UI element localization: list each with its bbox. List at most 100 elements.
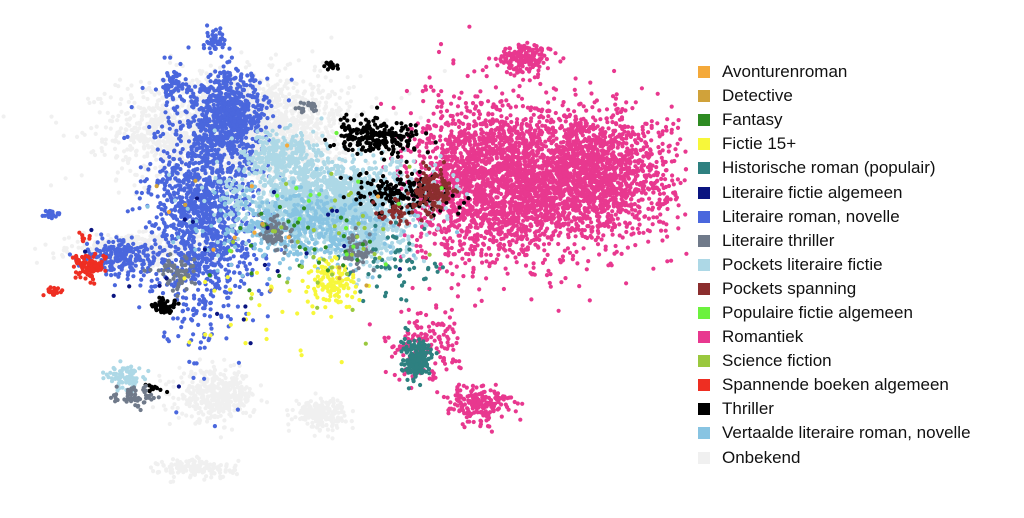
scatter-point	[624, 229, 629, 235]
scatter-point	[232, 467, 238, 473]
scatter-point	[234, 376, 239, 381]
scatter-point	[146, 113, 151, 118]
scatter-point	[337, 151, 342, 156]
scatter-point	[116, 84, 121, 89]
scatter-point	[184, 413, 189, 418]
scatter-point	[323, 75, 328, 80]
scatter-point	[613, 212, 618, 217]
scatter-point	[142, 146, 147, 151]
scatter-point	[289, 417, 294, 422]
scatter-point	[624, 100, 629, 105]
scatter-point	[61, 133, 66, 138]
scatter-point	[157, 240, 163, 245]
scatter-point	[279, 91, 284, 96]
scatter-point	[275, 117, 280, 122]
scatter-point	[330, 117, 335, 122]
scatter-point	[190, 380, 195, 385]
scatter-point	[158, 144, 163, 149]
scatter-point	[637, 230, 642, 235]
scatter-point	[336, 415, 341, 420]
scatter-point	[291, 85, 296, 90]
scatter-point	[198, 409, 204, 414]
scatter-point	[137, 229, 142, 234]
scatter-point	[314, 132, 319, 137]
scatter-point	[187, 384, 192, 389]
scatter-point	[211, 364, 216, 369]
scatter-point	[658, 212, 663, 217]
scatter-point	[654, 159, 659, 165]
scatter-point	[223, 380, 228, 385]
scatter-point	[101, 239, 106, 245]
scatter-point	[675, 125, 681, 130]
scatter-point	[243, 410, 249, 415]
scatter-point	[232, 371, 237, 376]
scatter-point	[649, 138, 654, 143]
scatter-point	[319, 140, 324, 146]
scatter-point	[682, 178, 687, 183]
scatter-point	[247, 386, 252, 392]
scatter-point	[208, 371, 213, 376]
scatter-point	[566, 107, 571, 112]
scatter-point	[110, 138, 115, 143]
scatter-point	[335, 398, 340, 403]
scatter-point	[317, 100, 322, 105]
scatter-point	[193, 406, 198, 412]
scatter-plot	[1, 23, 689, 485]
scatter-point	[229, 427, 235, 432]
scatter-point	[115, 170, 120, 175]
scatter-point	[201, 395, 206, 400]
scatter-point	[197, 420, 202, 425]
scatter-point	[152, 153, 157, 158]
scatter-point	[234, 393, 239, 398]
scatter-point	[223, 467, 228, 472]
scatter-point	[660, 141, 665, 146]
scatter-point	[168, 60, 173, 65]
scatter-point	[595, 228, 601, 233]
scatter-point	[345, 91, 350, 96]
scatter-point	[544, 118, 550, 123]
scatter-point	[51, 251, 56, 256]
scatter-point	[339, 406, 344, 411]
scatter-point	[180, 103, 185, 108]
scatter-point	[197, 417, 202, 422]
scatter-point	[133, 236, 138, 242]
scatter-point	[108, 126, 113, 131]
scatter-point	[87, 100, 92, 105]
scatter-point	[223, 396, 228, 401]
scatter-point	[589, 91, 594, 96]
scatter-point	[179, 375, 184, 380]
scatter-point	[300, 405, 305, 410]
scatter-point	[209, 475, 214, 480]
scatter-point	[102, 91, 107, 96]
scatter-point	[643, 179, 649, 184]
scatter-point	[302, 121, 308, 126]
scatter-point	[188, 475, 193, 480]
scatter-point	[171, 379, 176, 384]
scatter-point	[85, 96, 91, 101]
scatter-point	[637, 209, 642, 214]
scatter-point	[215, 406, 220, 411]
scatter-point	[612, 68, 617, 74]
scatter-point	[337, 95, 342, 100]
scatter-point	[141, 95, 146, 100]
scatter-point	[145, 143, 150, 148]
scatter-point	[330, 113, 336, 118]
scatter-point	[232, 362, 237, 368]
scatter-point	[326, 411, 331, 416]
scatter-point	[123, 127, 128, 132]
scatter-point	[218, 435, 223, 440]
scatter-point	[234, 472, 239, 477]
scatter-point	[657, 197, 662, 202]
scatter-point	[647, 196, 652, 201]
scatter-point	[651, 266, 656, 271]
scatter-point	[320, 95, 325, 100]
scatter-point	[315, 74, 321, 79]
scatter-point	[325, 427, 331, 432]
scatter-point	[610, 209, 615, 214]
scatter-point	[288, 61, 293, 66]
scatter-point	[236, 370, 241, 375]
scatter-point	[172, 402, 177, 407]
scatter-point	[189, 371, 194, 377]
scatter-point	[204, 474, 209, 479]
scatter-point	[210, 385, 215, 390]
